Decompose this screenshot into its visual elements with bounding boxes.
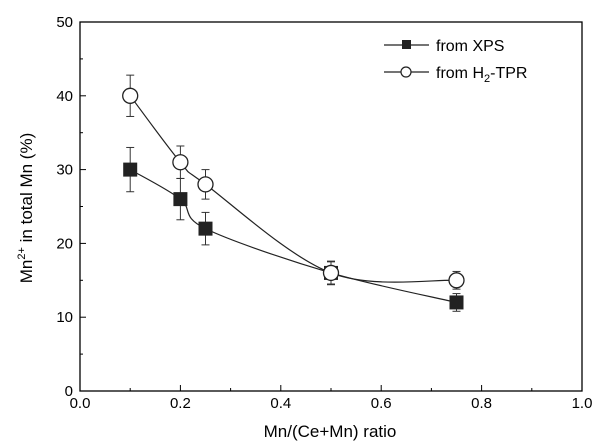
series-1-point-1 bbox=[172, 154, 189, 171]
legend-label-h2tpr-sub: 2 bbox=[484, 73, 490, 85]
series-0-point-0 bbox=[123, 162, 138, 177]
y-tick-label-5: 50 bbox=[56, 14, 73, 31]
series-1-point-0 bbox=[122, 87, 139, 104]
legend-label-h2tpr: from H2-TPR bbox=[436, 65, 527, 85]
x-axis-title: Mn/(Ce+Mn) ratio bbox=[264, 422, 397, 441]
y-tick-label-4: 40 bbox=[56, 88, 73, 105]
x-tick-label-3: 0.6 bbox=[371, 395, 392, 412]
y-axis-title: Mn2+ in total Mn (%) bbox=[16, 133, 36, 283]
series-0-point-4 bbox=[449, 295, 464, 310]
series-1-point-2 bbox=[197, 176, 214, 193]
legend-label-xps: from XPS bbox=[436, 38, 504, 55]
legend-item-xps: from XPS bbox=[384, 38, 504, 55]
legend-marker-xps bbox=[402, 40, 411, 49]
legend-label-h2tpr-a: from H bbox=[436, 65, 484, 82]
y-tick-label-1: 10 bbox=[56, 309, 73, 326]
series-1-point-3 bbox=[322, 264, 340, 282]
x-tick-label-4: 0.8 bbox=[471, 395, 492, 412]
y-tick-label-2: 20 bbox=[56, 235, 73, 252]
y-tick-label-0: 0 bbox=[65, 383, 73, 400]
x-tick-label-1: 0.2 bbox=[170, 395, 191, 412]
x-tick-label-0: 0.0 bbox=[70, 395, 91, 412]
y-axis-title-sup: 2+ bbox=[16, 247, 28, 260]
series-1-line bbox=[129, 95, 457, 283]
series-1-point-4 bbox=[448, 272, 465, 289]
legend-label-h2tpr-b: -TPR bbox=[490, 65, 527, 82]
y-axis-title-rest: in total Mn (%) bbox=[17, 133, 36, 247]
series-0-point-2 bbox=[198, 221, 213, 236]
x-tick-label-2: 0.4 bbox=[270, 395, 291, 412]
y-axis-title-base: Mn bbox=[17, 260, 36, 284]
series-0-point-1 bbox=[173, 192, 188, 207]
legend-item-h2tpr: from H2-TPR bbox=[384, 65, 527, 85]
y-tick-label-3: 30 bbox=[56, 162, 73, 179]
x-tick-label-5: 1.0 bbox=[572, 395, 593, 412]
legend: from XPS from H2-TPR bbox=[384, 38, 527, 85]
legend-marker-h2tpr bbox=[400, 66, 412, 78]
